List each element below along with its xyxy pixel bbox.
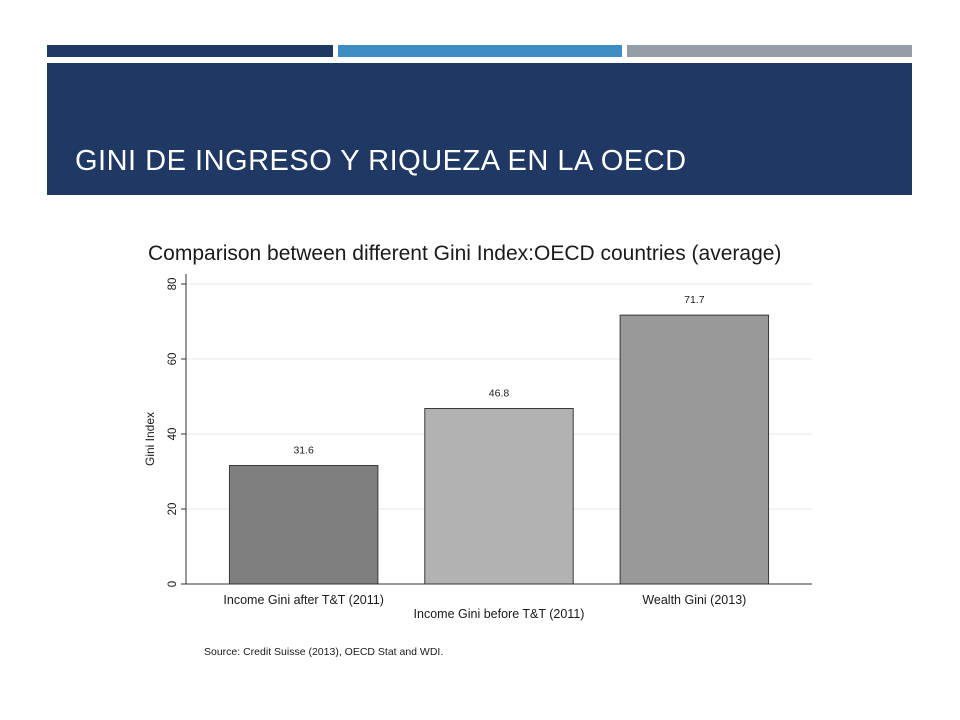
y-axis-label: Gini Index (143, 412, 157, 466)
bar-value-label: 31.6 (293, 445, 314, 457)
title-band: GINI DE INGRESO Y RIQUEZA EN LA OECD (47, 63, 912, 195)
y-tick-label: 80 (167, 278, 179, 291)
bar-chart: Comparison between different Gini Index:… (143, 242, 812, 658)
y-tick-label: 60 (167, 353, 179, 366)
header-strip-dark (47, 45, 333, 57)
header-strip-gray (627, 45, 912, 57)
header-strip-blue (338, 45, 622, 57)
bar (424, 408, 574, 585)
x-category-label: Income Gini before T&T (2011) (414, 607, 585, 621)
bar-layer: 31.6 46.8 71.7 (228, 294, 770, 585)
axis-layer: 0 20 40 60 80 Income Gini after T&T (2011) Inc… (167, 274, 812, 621)
bar (619, 314, 770, 585)
bar (228, 465, 379, 585)
bar-value-label: 46.8 (489, 388, 510, 400)
chart-panel: Comparison between different Gini Index:… (128, 224, 828, 694)
chart-title: Comparison between different Gini Index:… (148, 242, 781, 265)
y-tick-label: 0 (167, 581, 179, 587)
x-category-label: Income Gini after T&T (2011) (223, 593, 384, 607)
slide-title: GINI DE INGRESO Y RIQUEZA EN LA OECD (75, 145, 687, 177)
bar-value-label: 71.7 (684, 294, 705, 306)
y-tick-label: 40 (167, 428, 179, 441)
x-category-label: Wealth Gini (2013) (642, 593, 746, 607)
y-tick-label: 20 (167, 503, 179, 516)
chart-source-note: Source: Credit Suisse (2013), OECD Stat … (204, 646, 443, 658)
